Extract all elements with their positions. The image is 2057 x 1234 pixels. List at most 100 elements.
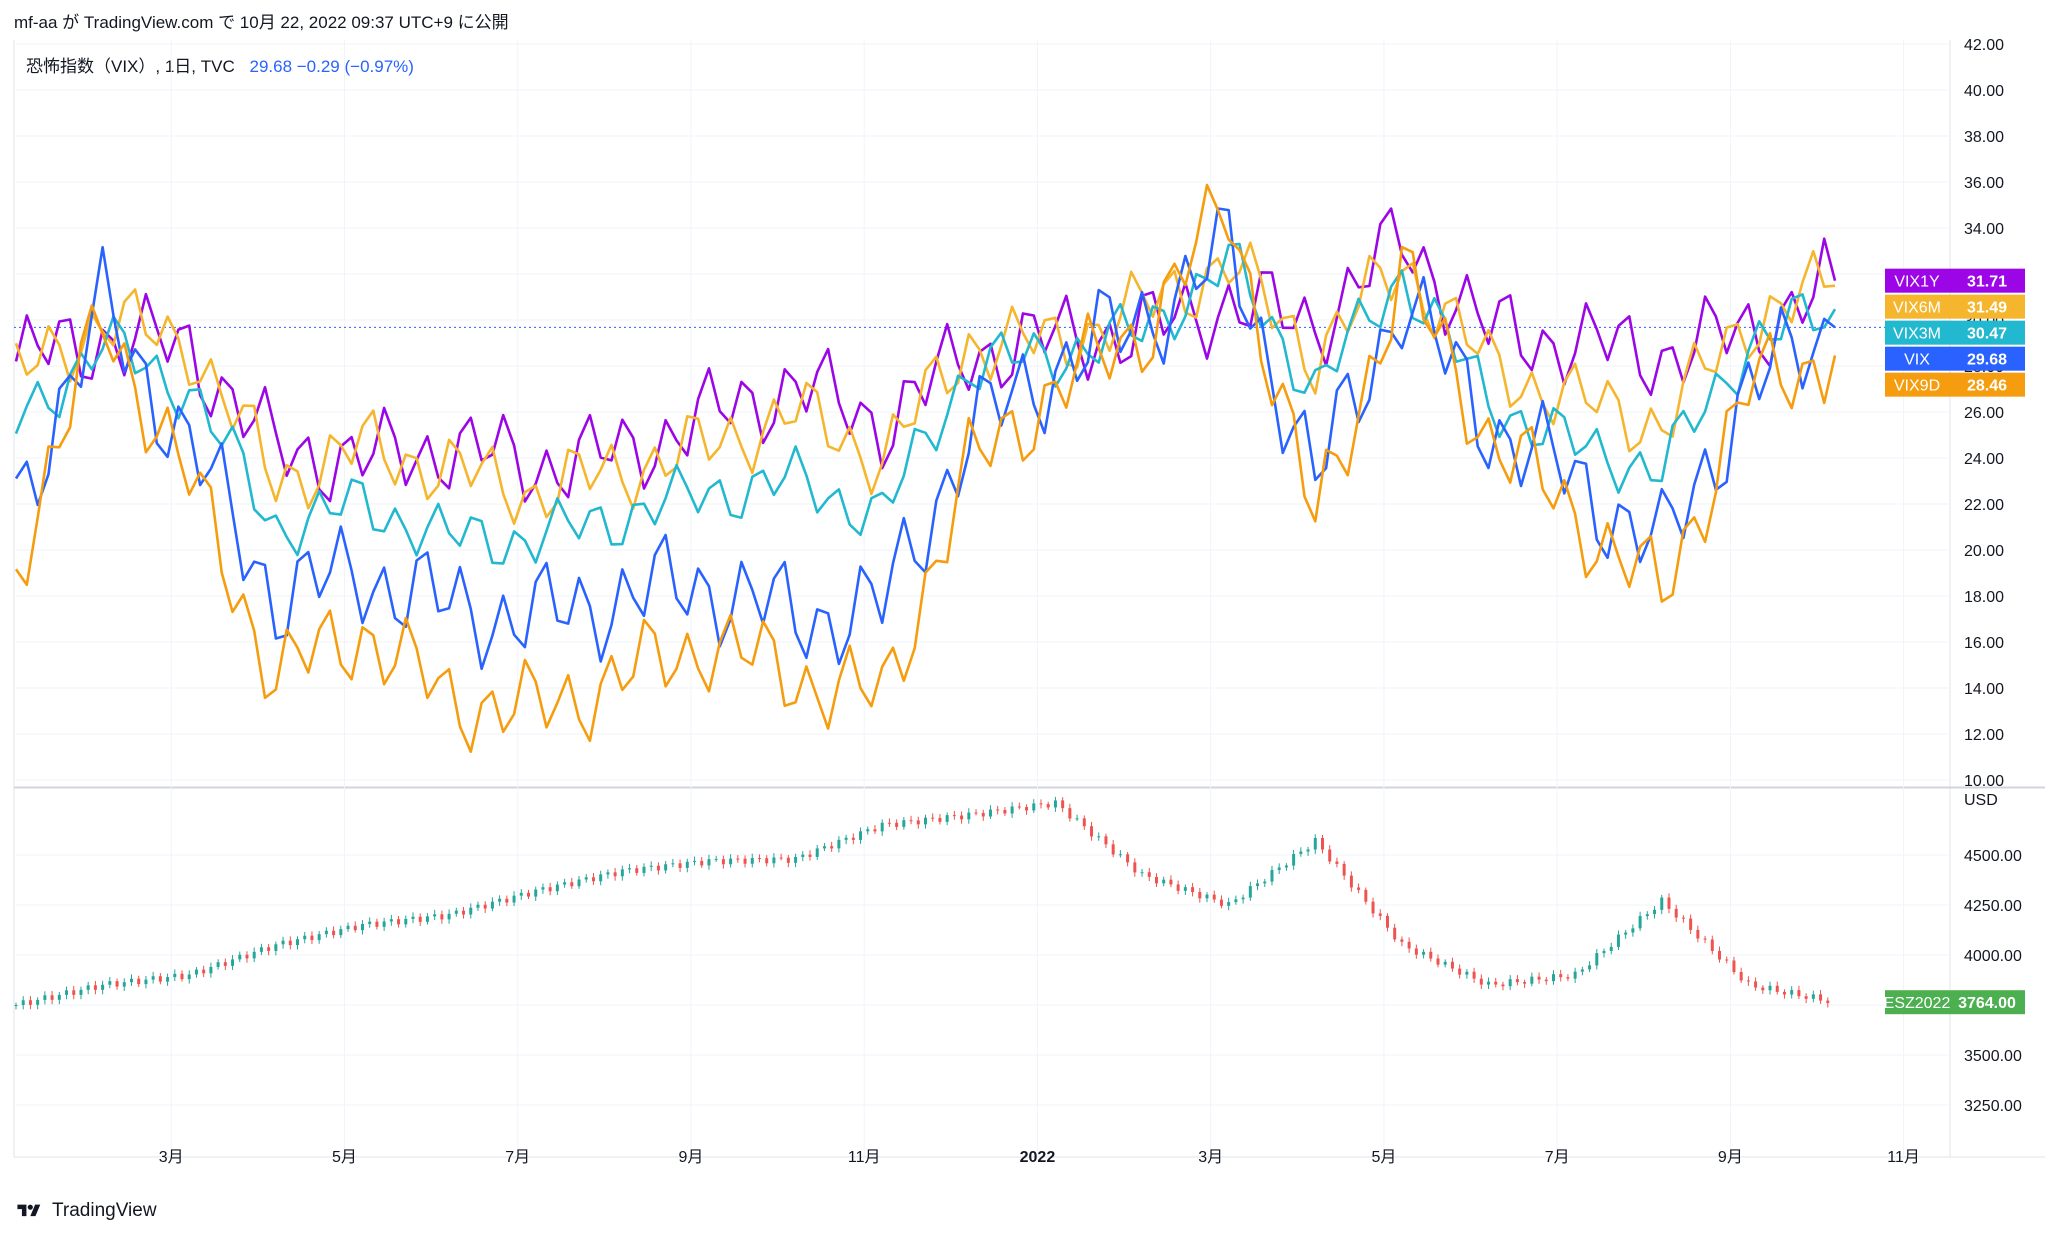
candle-body [851, 837, 855, 840]
tag-name: VIX [1904, 352, 1930, 369]
candle-body [1039, 803, 1043, 805]
candle-body [1660, 897, 1664, 910]
vix-y-tick-label: 16.00 [1964, 635, 2004, 652]
candle-body [129, 978, 133, 983]
candle-body [1458, 968, 1462, 975]
candle-body [981, 812, 985, 817]
candle-body [1732, 960, 1736, 973]
candle-body [1234, 899, 1238, 903]
candle-body [1566, 977, 1570, 979]
candle-body [1378, 913, 1382, 916]
candle-body [288, 940, 292, 946]
candle-body [887, 822, 891, 824]
candle-body [974, 812, 978, 814]
candle-body [274, 944, 278, 951]
candle-body [368, 921, 372, 925]
tag-name: VIX9D [1894, 378, 1940, 395]
candle-body [1017, 806, 1021, 808]
candle-body [1118, 854, 1122, 856]
es-y-tick-label: 4000.00 [1964, 948, 2022, 965]
candle-body [418, 916, 422, 922]
candle-body [613, 872, 617, 877]
series-line-vix6m [14, 241, 1836, 526]
candle-body [1739, 972, 1743, 981]
candle-body [50, 995, 54, 1000]
candle-body [339, 929, 343, 936]
candle-body [1422, 951, 1426, 955]
candle-body [1725, 959, 1729, 961]
candle-body [231, 959, 235, 966]
tag-name-box [1885, 372, 1950, 397]
candle-body [267, 947, 271, 951]
candle-body [259, 947, 263, 952]
candle-body [534, 889, 538, 897]
series-line-vix [14, 207, 1836, 671]
candle-body [1284, 865, 1288, 868]
candle-body [1198, 892, 1202, 899]
tradingview-brand[interactable]: TradingView [14, 1200, 157, 1222]
candle-body [837, 839, 841, 849]
candle-body [721, 859, 725, 865]
candle-body [880, 822, 884, 832]
candle-body [440, 914, 444, 920]
candle-body [173, 973, 177, 978]
candle-body [945, 815, 949, 822]
candle-body [1819, 994, 1823, 1001]
tag-value: 31.71 [1967, 274, 2007, 291]
candle-body [1718, 950, 1722, 960]
candle-body [194, 969, 198, 975]
tag-value-box [1950, 294, 2025, 319]
candle-body [1270, 870, 1274, 882]
tag-name: VIX1Y [1894, 274, 1940, 291]
candle-body [43, 995, 47, 1000]
candle-body [483, 904, 487, 909]
candle-body [1746, 980, 1750, 982]
candle-body [765, 858, 769, 864]
candle-body [1624, 932, 1628, 935]
candle-body [281, 940, 285, 945]
candle-body [310, 935, 314, 941]
candle-body [1321, 837, 1325, 850]
x-tick-label: 3月 [1198, 1149, 1223, 1166]
es-y-tick-label: 3250.00 [1964, 1098, 2022, 1115]
vix-y-tick-label: 24.00 [1964, 451, 2004, 468]
candle-body [1133, 862, 1137, 873]
candle-body [772, 857, 776, 864]
candle-body [555, 884, 559, 892]
tag-name: ESZ2022 [1884, 995, 1951, 1012]
candle-body [404, 918, 408, 925]
tag-value-box [1950, 372, 2025, 397]
vix-y-tick-label: 42.00 [1964, 37, 2004, 54]
candle-body [635, 868, 639, 873]
candle-body [303, 935, 307, 940]
candle-body [916, 820, 920, 825]
candle-body [332, 930, 336, 936]
candle-body [1580, 969, 1584, 972]
x-tick-label: 11月 [848, 1149, 881, 1166]
candle-body [1443, 961, 1447, 965]
candle-body [1227, 902, 1231, 906]
candle-body [1696, 929, 1700, 939]
es-candles [14, 796, 1830, 1010]
candle-body [1775, 985, 1779, 992]
candle-body [375, 921, 379, 927]
candle-body [137, 978, 141, 985]
candle-body [1183, 887, 1187, 891]
candle-body [1826, 1000, 1830, 1004]
candle-body [1241, 897, 1245, 900]
candle-body [1263, 881, 1267, 884]
candle-body [122, 982, 126, 987]
candle-body [223, 962, 227, 966]
candle-body [671, 863, 675, 865]
candle-body [397, 919, 401, 925]
candle-body [620, 869, 624, 877]
candle-body [584, 877, 588, 880]
candle-body [1292, 853, 1296, 866]
candle-body [1219, 899, 1223, 906]
candle-body [1573, 971, 1577, 979]
candle-body [779, 857, 783, 859]
candle-body [1811, 994, 1815, 999]
candle-body [1342, 863, 1346, 876]
candle-body [252, 951, 256, 959]
